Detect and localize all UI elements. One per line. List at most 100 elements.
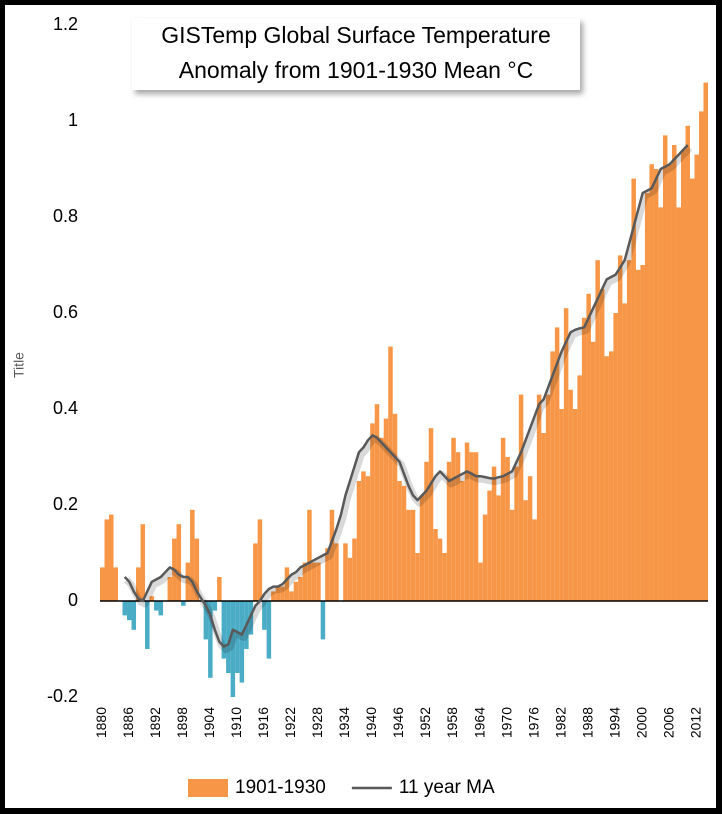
bar [581, 317, 587, 601]
x-tick-label: 1946 [390, 707, 406, 738]
x-tick-label: 1976 [525, 707, 541, 738]
bar [230, 601, 236, 697]
bar [257, 519, 263, 601]
bar [334, 543, 339, 601]
x-tick-label: 1952 [417, 707, 433, 738]
x-tick-label: 1934 [336, 707, 352, 738]
bar [446, 461, 452, 601]
y-tick-label: 0.8 [53, 206, 78, 226]
title-box [132, 18, 580, 90]
x-tick-label: 1928 [309, 707, 325, 738]
bar [275, 586, 281, 601]
bar [302, 562, 308, 601]
bar [145, 601, 150, 649]
bar [415, 553, 420, 601]
y-tick-label: 0.4 [53, 398, 78, 418]
x-tick-label: 1880 [93, 707, 109, 738]
bar [541, 433, 546, 601]
bar [689, 178, 695, 601]
bar [176, 524, 182, 601]
bar [289, 591, 294, 601]
bar [379, 437, 384, 601]
bar [572, 409, 578, 601]
bar [401, 485, 407, 601]
bar [226, 601, 231, 673]
bar [190, 509, 195, 601]
bar [298, 577, 303, 601]
bar [617, 255, 623, 601]
bar [221, 601, 227, 659]
x-tick-label: 1988 [579, 707, 595, 738]
bar [361, 471, 366, 601]
bar [662, 135, 668, 601]
x-tick-label: 1940 [363, 707, 379, 738]
bar [608, 351, 614, 601]
bar [559, 409, 564, 601]
bar [667, 164, 672, 601]
bar [185, 562, 191, 601]
x-tick-label: 1916 [255, 707, 271, 738]
bar [383, 418, 389, 601]
x-tick-label: 1922 [282, 707, 298, 738]
bar [469, 452, 474, 601]
bar [496, 495, 501, 601]
bar [239, 601, 245, 683]
x-tick-label: 1958 [444, 707, 460, 738]
bar [550, 351, 555, 601]
legend-swatch [188, 779, 228, 797]
bar [262, 601, 267, 630]
x-tick-label: 2000 [633, 707, 649, 738]
bar [293, 581, 299, 601]
bar [253, 543, 258, 601]
x-tick-label: 2006 [660, 707, 676, 738]
x-tick-label: 2012 [687, 707, 703, 738]
bar [433, 529, 438, 601]
bar [406, 509, 411, 601]
bar [167, 577, 173, 601]
bar [374, 404, 380, 601]
y-axis-label: Title [11, 352, 27, 378]
bar [370, 423, 375, 601]
bar [509, 509, 515, 601]
bar [266, 601, 272, 659]
plot [100, 82, 708, 697]
bar [568, 389, 573, 601]
bar [595, 260, 600, 601]
bar [235, 601, 240, 673]
bar [694, 154, 699, 601]
bar [487, 490, 492, 601]
bar [100, 567, 105, 601]
bar [622, 303, 627, 601]
bar [442, 553, 447, 601]
bar [109, 514, 114, 601]
bar [491, 466, 497, 601]
bar [460, 481, 465, 601]
bar [343, 543, 348, 601]
bar [658, 207, 663, 601]
bar [527, 476, 533, 601]
chart-title: Anomaly from 1901-1930 Mean °C [179, 57, 533, 83]
bar [671, 145, 677, 601]
bar [685, 125, 690, 602]
x-tick-label: 1910 [228, 707, 244, 738]
bar [518, 394, 524, 601]
bar [311, 562, 317, 601]
bar [631, 178, 636, 601]
bar [514, 466, 519, 601]
x-tick-label: 1994 [606, 707, 622, 738]
bar [181, 601, 186, 606]
bar [649, 164, 654, 601]
x-tick-label: 1886 [120, 707, 136, 738]
bar [320, 601, 326, 640]
bar [532, 519, 537, 601]
bar [208, 601, 213, 678]
bar [586, 293, 591, 601]
bar [577, 375, 582, 601]
bar [478, 562, 483, 601]
bar [640, 265, 645, 601]
bar [482, 514, 488, 601]
y-tick-label: 0.2 [53, 494, 78, 514]
x-tick-label: 1982 [552, 707, 568, 738]
bar [388, 346, 393, 601]
